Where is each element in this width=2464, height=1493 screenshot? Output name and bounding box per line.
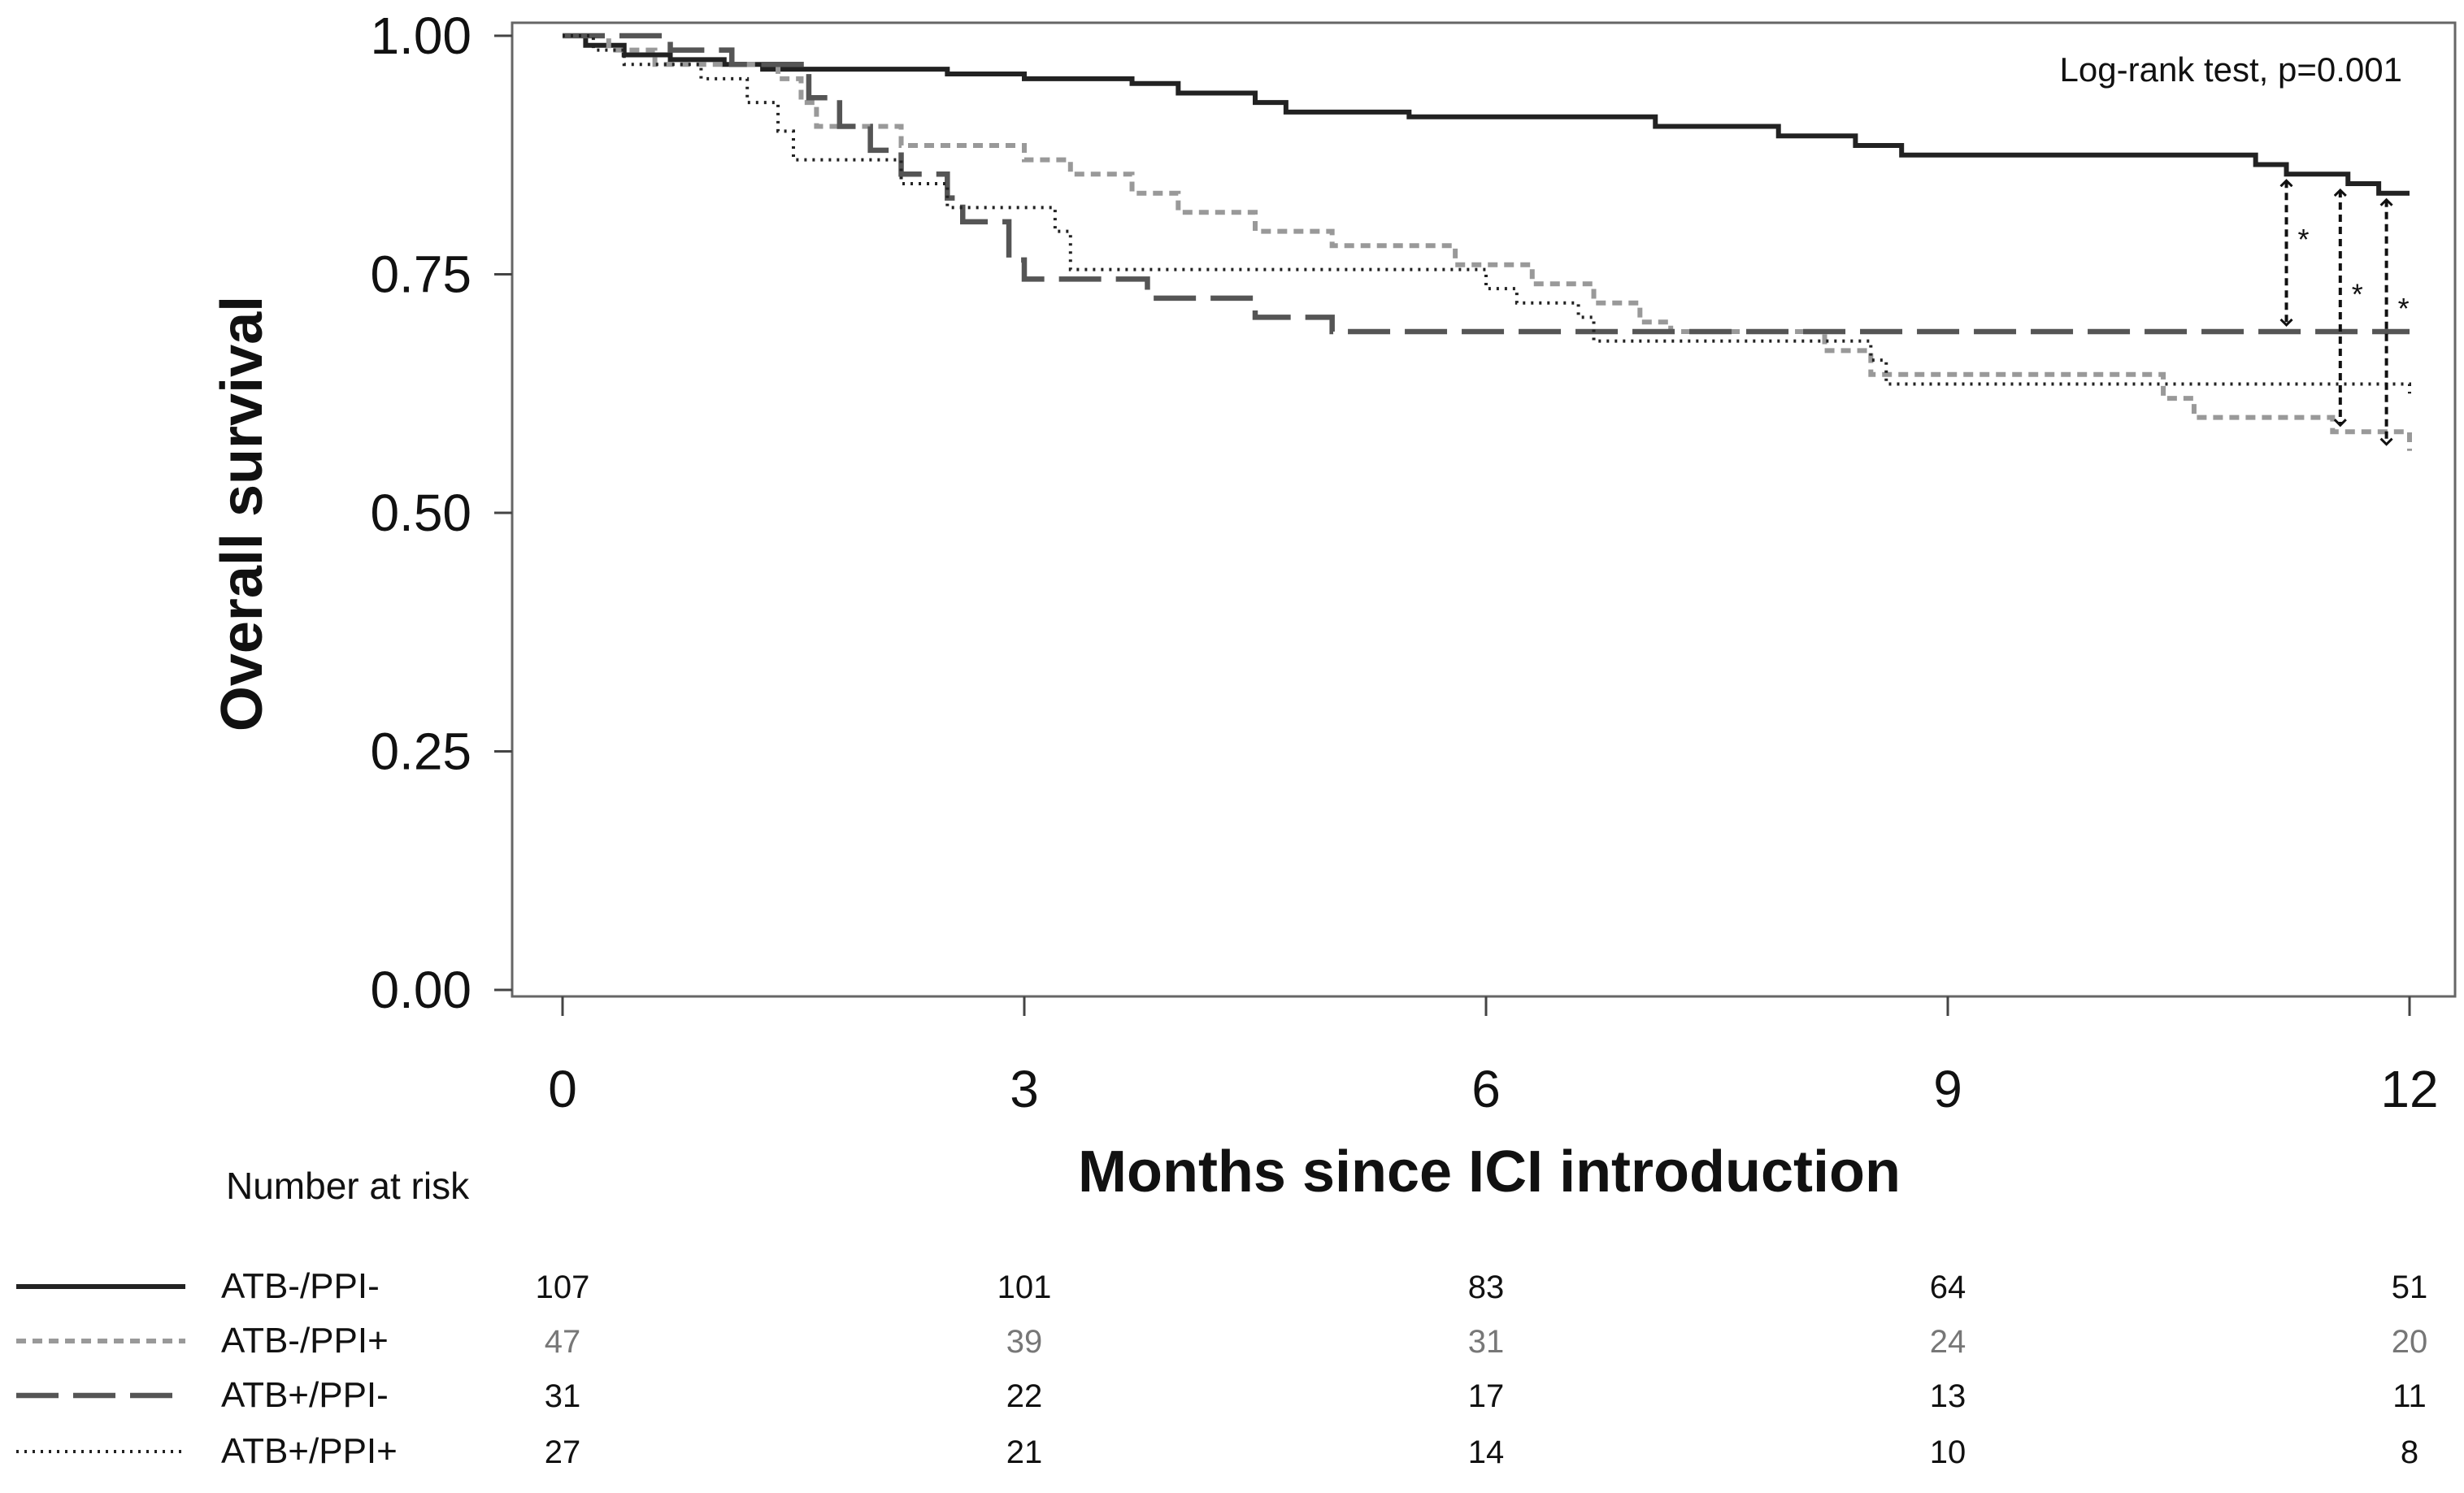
risk-count: 20	[2392, 1324, 2428, 1360]
x-tick-label: 3	[1010, 1060, 1039, 1118]
risk-count: 8	[2401, 1434, 2418, 1470]
y-axis-title: Overall survival	[210, 296, 275, 731]
risk-count: 14	[1468, 1434, 1505, 1470]
series-line-atb-ppi-	[563, 33, 2412, 451]
risk-count: 83	[1468, 1269, 1505, 1305]
plot-frame	[511, 21, 2457, 998]
survival-curves	[563, 33, 2412, 451]
series-line-atb-ppi-	[563, 33, 2410, 196]
significance-star: *	[2298, 223, 2310, 256]
risk-count: 31	[545, 1378, 581, 1414]
y-tick-label: 0.75	[370, 245, 472, 304]
risk-table: ATB-/PPI- 107 101 83 64 51 ATB-/PPI+ 47 39 31 24 20…	[16, 1266, 2427, 1471]
x-axis: 0 3 6 9 12	[548, 996, 2439, 1118]
y-tick-label: 1.00	[370, 7, 472, 65]
risk-row-label: ATB-/PPI+	[221, 1321, 389, 1361]
risk-count: 47	[545, 1324, 581, 1360]
risk-count: 17	[1468, 1378, 1505, 1414]
series-line-atb-ppi-	[563, 33, 2410, 335]
risk-row-label: ATB+/PPI-	[221, 1375, 389, 1415]
significance-star: *	[2398, 292, 2410, 325]
risk-table-title: Number at risk	[226, 1165, 470, 1207]
risk-count: 24	[1930, 1324, 1966, 1360]
risk-row-label: ATB+/PPI+	[221, 1431, 398, 1471]
risk-count: 27	[545, 1434, 581, 1470]
risk-count: 13	[1930, 1378, 1966, 1414]
risk-count: 39	[1006, 1324, 1043, 1360]
log-rank-annotation: Log-rank test, p=0.001	[2060, 50, 2402, 89]
x-tick-label: 6	[1471, 1060, 1501, 1118]
risk-count: 21	[1006, 1434, 1043, 1470]
risk-count: 101	[997, 1269, 1052, 1305]
risk-count: 22	[1006, 1378, 1043, 1414]
risk-count: 51	[2392, 1269, 2428, 1305]
risk-count: 10	[1930, 1434, 1966, 1470]
comparison-arrows: * * *	[2287, 180, 2410, 444]
y-tick-label: 0.25	[370, 723, 472, 781]
x-tick-label: 9	[1933, 1060, 1962, 1118]
x-tick-label: 0	[548, 1060, 577, 1118]
y-tick-label: 0.00	[370, 961, 472, 1019]
significance-star: *	[2352, 278, 2363, 311]
risk-count: 107	[536, 1269, 590, 1305]
y-tick-label: 0.50	[370, 484, 472, 542]
x-axis-title: Months since ICI introduction	[1078, 1139, 1901, 1204]
risk-count: 31	[1468, 1324, 1505, 1360]
risk-row-label: ATB-/PPI-	[221, 1266, 380, 1306]
y-axis: 0.00 0.25 0.50 0.75 1.00	[370, 7, 512, 1019]
risk-count: 64	[1930, 1269, 1966, 1305]
x-tick-label: 12	[2380, 1060, 2438, 1118]
risk-count: 11	[2392, 1378, 2427, 1414]
series-line-atb-ppi-	[563, 34, 2411, 394]
